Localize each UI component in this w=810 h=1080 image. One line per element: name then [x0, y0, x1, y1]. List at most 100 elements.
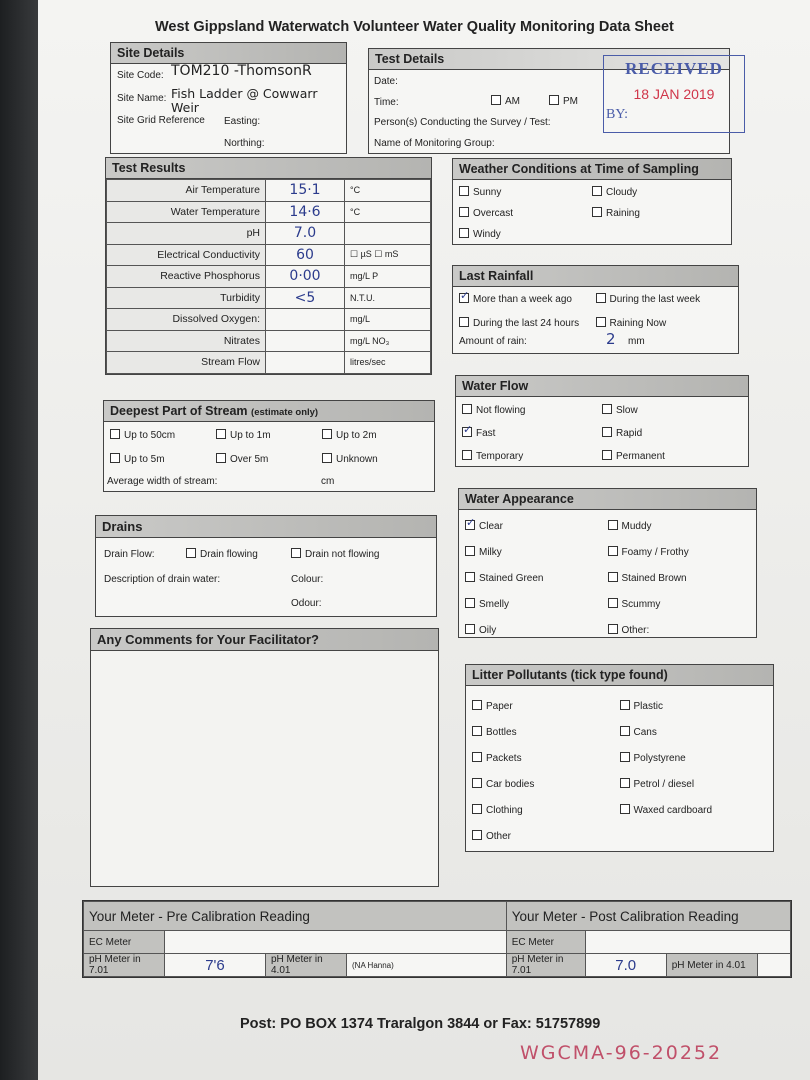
deep-option[interactable]: Over 5m	[216, 453, 322, 465]
result-value[interactable]: <5	[265, 286, 345, 309]
flow-option[interactable]: Permanent	[602, 450, 742, 462]
litter-option[interactable]: Cans	[619, 726, 768, 738]
post-ec-meter-field[interactable]	[584, 930, 792, 954]
appearance-option[interactable]: Other:	[607, 624, 751, 636]
appearance-option[interactable]: Muddy	[607, 520, 751, 532]
checkbox-icon[interactable]	[619, 700, 630, 710]
result-value[interactable]	[265, 329, 345, 352]
post-ph701-value[interactable]: 7.0	[584, 953, 667, 977]
pm-checkbox[interactable]: PM	[549, 95, 578, 107]
pre-ec-meter-field[interactable]	[164, 930, 507, 954]
litter-option[interactable]: Petrol / diesel	[619, 778, 768, 790]
weather-option[interactable]: Sunny	[459, 186, 592, 198]
checkbox-icon[interactable]	[602, 427, 612, 437]
result-value[interactable]: 7.0	[265, 222, 345, 245]
checkbox-icon[interactable]	[592, 207, 602, 217]
result-value[interactable]	[265, 351, 345, 374]
checkbox-icon[interactable]	[619, 778, 630, 788]
deep-option[interactable]: Unknown	[322, 453, 428, 465]
checkbox-icon[interactable]	[592, 186, 602, 196]
post-ph401-field[interactable]	[756, 953, 792, 977]
flow-option[interactable]: Slow	[602, 404, 742, 416]
rainfall-option[interactable]: During the last 24 hours	[459, 317, 596, 329]
am-checkbox[interactable]: AM	[491, 95, 520, 107]
checkbox-icon[interactable]	[602, 450, 612, 460]
flow-option[interactable]: Rapid	[602, 427, 742, 439]
litter-option[interactable]: Packets	[472, 752, 620, 764]
checkbox-icon[interactable]	[322, 453, 332, 463]
result-value[interactable]: 60	[265, 243, 345, 266]
drain-not-flowing-checkbox[interactable]: Drain not flowing	[291, 548, 379, 560]
deep-option[interactable]: Up to 50cm	[110, 429, 216, 441]
checkbox-icon[interactable]	[110, 453, 120, 463]
appearance-option[interactable]: Clear	[465, 516, 608, 532]
flow-option[interactable]: Fast	[462, 423, 602, 439]
litter-option[interactable]: Polystyrene	[619, 752, 768, 764]
checkbox-icon[interactable]	[602, 404, 612, 414]
checkbox-icon[interactable]	[462, 404, 472, 414]
checkbox-icon[interactable]	[607, 598, 618, 608]
weather-option[interactable]: Cloudy	[592, 186, 725, 198]
comments-field[interactable]	[91, 656, 438, 886]
pre-ph401-note[interactable]: (NA Hanna)	[346, 953, 507, 977]
result-value[interactable]	[265, 308, 345, 331]
checkbox-icon[interactable]	[607, 546, 618, 556]
rainfall-option[interactable]: More than a week ago	[459, 289, 596, 305]
litter-option[interactable]: Other	[472, 830, 620, 842]
litter-option[interactable]: Bottles	[472, 726, 620, 738]
checkbox-icon[interactable]	[459, 289, 469, 303]
checkbox-icon[interactable]	[462, 423, 472, 437]
checkbox-icon[interactable]	[465, 516, 475, 530]
checkbox-icon[interactable]	[607, 624, 618, 634]
checkbox-icon[interactable]	[619, 804, 630, 814]
appearance-option[interactable]: Stained Green	[465, 572, 608, 584]
checkbox-icon[interactable]	[472, 778, 482, 788]
deep-option[interactable]: Up to 1m	[216, 429, 322, 441]
weather-option[interactable]: Overcast	[459, 207, 592, 219]
appearance-option[interactable]: Smelly	[465, 598, 608, 610]
checkbox-icon[interactable]	[459, 228, 469, 238]
checkbox-icon[interactable]	[322, 429, 332, 439]
checkbox-icon[interactable]	[619, 752, 630, 762]
checkbox-icon[interactable]	[472, 726, 482, 736]
appearance-option[interactable]: Milky	[465, 546, 608, 558]
checkbox-icon[interactable]	[607, 520, 618, 530]
checkbox-icon[interactable]	[465, 572, 475, 582]
result-value[interactable]: 14·6	[265, 200, 345, 223]
checkbox-icon[interactable]	[472, 752, 482, 762]
checkbox-icon[interactable]	[472, 804, 482, 814]
rainfall-option[interactable]: Raining Now	[595, 317, 733, 329]
litter-option[interactable]: Car bodies	[472, 778, 620, 790]
checkbox-icon[interactable]	[465, 598, 475, 608]
flow-option[interactable]: Not flowing	[462, 404, 602, 416]
result-value[interactable]: 15·1	[265, 179, 345, 202]
checkbox-icon[interactable]	[462, 450, 472, 460]
appearance-option[interactable]: Foamy / Frothy	[607, 546, 751, 558]
checkbox-icon[interactable]	[619, 726, 630, 736]
appearance-option[interactable]: Stained Brown	[607, 572, 751, 584]
checkbox-icon[interactable]	[459, 317, 469, 327]
litter-option[interactable]: Clothing	[472, 804, 620, 816]
litter-option[interactable]: Waxed cardboard	[619, 804, 768, 816]
rainfall-option[interactable]: During the last week	[595, 293, 733, 305]
deep-option[interactable]: Up to 2m	[322, 429, 428, 441]
checkbox-icon[interactable]	[465, 546, 475, 556]
appearance-option[interactable]: Oily	[465, 624, 608, 636]
drain-flowing-checkbox[interactable]: Drain flowing	[186, 548, 258, 560]
checkbox-icon[interactable]	[465, 624, 475, 634]
weather-option[interactable]: Windy	[459, 228, 592, 240]
checkbox-icon[interactable]	[459, 207, 469, 217]
flow-option[interactable]: Temporary	[462, 450, 602, 462]
litter-option[interactable]: Plastic	[619, 700, 768, 712]
checkbox-icon[interactable]	[472, 830, 482, 840]
litter-option[interactable]: Paper	[472, 700, 620, 712]
pre-ph701-value[interactable]: 7'6	[164, 953, 266, 977]
checkbox-icon[interactable]	[459, 186, 469, 196]
result-value[interactable]: 0·00	[265, 265, 345, 288]
checkbox-icon[interactable]	[216, 429, 226, 439]
appearance-option[interactable]: Scummy	[607, 598, 751, 610]
checkbox-icon[interactable]	[110, 429, 120, 439]
weather-option[interactable]: Raining	[592, 207, 725, 219]
checkbox-icon[interactable]	[607, 572, 618, 582]
checkbox-icon[interactable]	[216, 453, 226, 463]
